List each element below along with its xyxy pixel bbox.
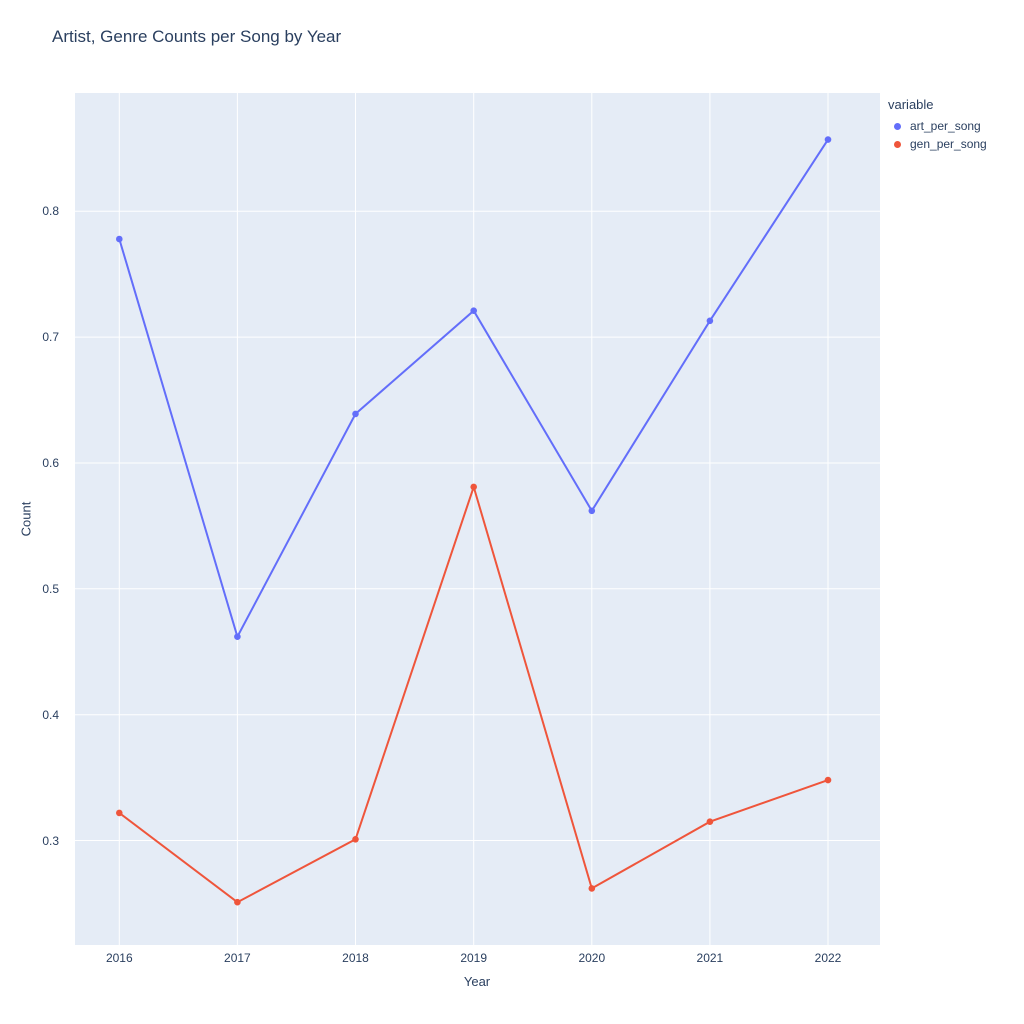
plot-area bbox=[75, 93, 880, 945]
y-tick-label: 0.7 bbox=[42, 330, 59, 345]
x-tick-label: 2018 bbox=[342, 951, 369, 965]
legend-marker-icon bbox=[894, 122, 901, 130]
data-point-gen_per_song-2017[interactable] bbox=[234, 898, 241, 906]
chart-title: Artist, Genre Counts per Song by Year bbox=[52, 27, 342, 46]
legend-marker-icon bbox=[894, 140, 901, 148]
y-tick-label: 0.5 bbox=[42, 581, 59, 596]
y-tick-label: 0.4 bbox=[42, 707, 59, 722]
y-axis-title: Count bbox=[18, 501, 34, 537]
data-point-gen_per_song-2021[interactable] bbox=[706, 818, 714, 825]
data-point-art_per_song-2021[interactable] bbox=[706, 317, 714, 325]
data-point-gen_per_song-2018[interactable] bbox=[352, 836, 359, 843]
y-tick-label: 0.8 bbox=[42, 204, 59, 219]
data-point-art_per_song-2022[interactable] bbox=[824, 136, 832, 143]
y-tick-label: 0.3 bbox=[42, 833, 59, 848]
legend-item-label: art_per_song bbox=[910, 119, 981, 133]
x-axis-title: Year bbox=[463, 974, 491, 989]
data-point-art_per_song-2017[interactable] bbox=[234, 633, 241, 640]
x-tick-label: 2020 bbox=[578, 951, 606, 965]
x-tick-label: 2016 bbox=[105, 951, 133, 965]
plot-canvas[interactable] bbox=[75, 93, 880, 945]
legend: variable art_per_song gen_per_song bbox=[888, 97, 1018, 153]
legend-item-art_per_song[interactable]: art_per_song bbox=[888, 117, 1018, 135]
x-tick-label: 2019 bbox=[460, 951, 488, 965]
legend-item-gen_per_song[interactable]: gen_per_song bbox=[888, 135, 1018, 153]
data-point-gen_per_song-2016[interactable] bbox=[116, 809, 123, 817]
x-tick-label: 2017 bbox=[224, 951, 251, 965]
legend-items: art_per_song gen_per_song bbox=[888, 117, 1018, 153]
data-point-art_per_song-2016[interactable] bbox=[116, 235, 123, 243]
y-axis-ticks: 0.3 0.4 0.5 0.6 0.7 0.8 bbox=[0, 93, 67, 945]
x-tick-label: 2021 bbox=[696, 951, 724, 965]
data-point-gen_per_song-2022[interactable] bbox=[824, 776, 832, 784]
data-point-gen_per_song-2020[interactable] bbox=[588, 885, 596, 892]
data-point-art_per_song-2019[interactable] bbox=[470, 307, 478, 314]
y-tick-label: 0.6 bbox=[42, 456, 59, 470]
legend-item-label: gen_per_song bbox=[910, 137, 987, 151]
data-point-art_per_song-2020[interactable] bbox=[588, 507, 596, 515]
data-point-gen_per_song-2019[interactable] bbox=[470, 483, 478, 491]
legend-title: variable bbox=[888, 97, 934, 112]
x-axis-ticks: 2016 2017 2018 2019 2020 2021 2022 bbox=[75, 951, 880, 969]
data-point-art_per_song-2018[interactable] bbox=[352, 410, 359, 418]
x-tick-label: 2022 bbox=[814, 951, 842, 965]
